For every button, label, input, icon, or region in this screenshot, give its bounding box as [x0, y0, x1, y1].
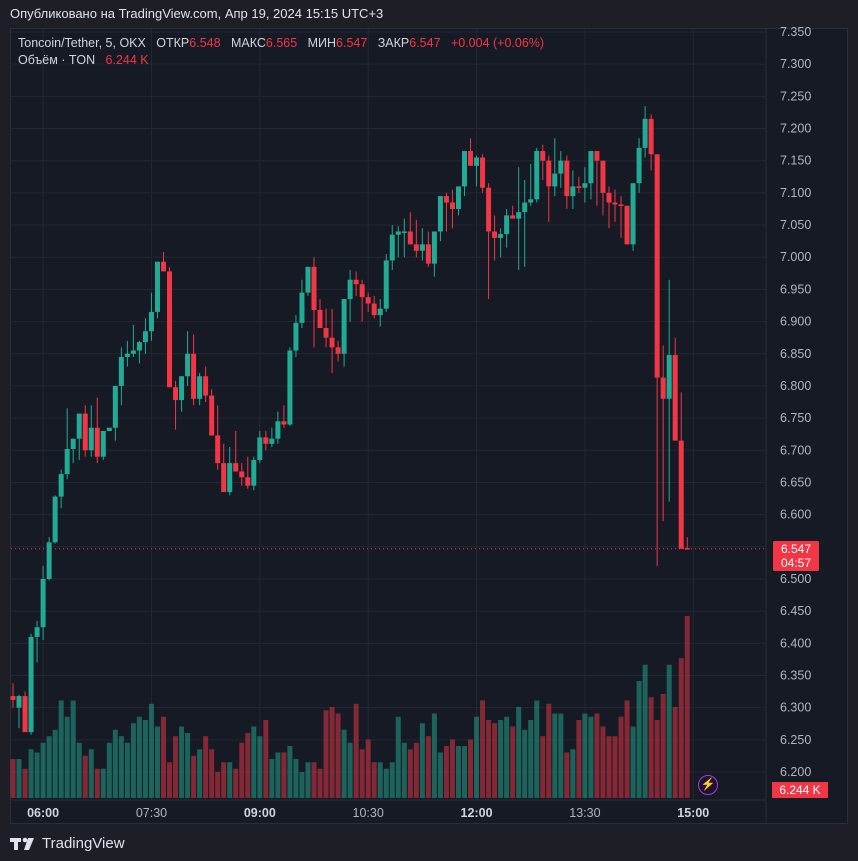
- svg-text:6.500: 6.500: [780, 572, 811, 586]
- svg-text:6.800: 6.800: [780, 379, 811, 393]
- svg-text:7.200: 7.200: [780, 122, 811, 136]
- close-value: 6.547: [409, 36, 441, 50]
- svg-text:06:00: 06:00: [27, 806, 59, 820]
- svg-text:12:00: 12:00: [461, 806, 493, 820]
- svg-text:6.600: 6.600: [780, 508, 811, 522]
- svg-text:7.100: 7.100: [780, 186, 811, 200]
- svg-text:6.400: 6.400: [780, 636, 811, 650]
- open-label: ОТКР: [156, 36, 190, 50]
- lightning-icon[interactable]: ⚡: [698, 775, 718, 795]
- bar-countdown: 04:57: [780, 556, 812, 570]
- ohlc-row: Toncoin/Tether, 5, OKX ОТКР6.548 МАКС6.5…: [18, 35, 544, 52]
- tradingview-logo[interactable]: TradingView: [10, 835, 125, 852]
- svg-text:6.900: 6.900: [780, 315, 811, 329]
- last-price: 6.547: [780, 542, 812, 556]
- volume-row: Объём · TON 6.244 K: [18, 52, 544, 69]
- brand-name: TradingView: [42, 835, 125, 852]
- svg-text:13:30: 13:30: [569, 806, 600, 820]
- svg-text:6.450: 6.450: [780, 604, 811, 618]
- svg-text:7.350: 7.350: [780, 25, 811, 39]
- open-value: 6.548: [189, 36, 221, 50]
- svg-text:7.250: 7.250: [780, 89, 811, 103]
- high-label: МАКС: [230, 36, 266, 50]
- svg-text:7.000: 7.000: [780, 250, 811, 264]
- low-value: 6.547: [336, 36, 368, 50]
- change-value: +0.004 (+0.06%): [450, 36, 545, 50]
- volume-label[interactable]: Объём · TON: [18, 53, 96, 67]
- volume-tag: 6.244 K: [772, 782, 828, 798]
- svg-text:6.700: 6.700: [780, 443, 811, 457]
- svg-text:10:30: 10:30: [353, 806, 384, 820]
- symbol-label[interactable]: Toncoin/Tether, 5, OKX: [18, 36, 146, 50]
- svg-text:09:00: 09:00: [244, 806, 276, 820]
- svg-text:6.200: 6.200: [780, 765, 811, 779]
- svg-text:6.850: 6.850: [780, 347, 811, 361]
- svg-text:7.150: 7.150: [780, 154, 811, 168]
- svg-text:6.750: 6.750: [780, 411, 811, 425]
- low-label: МИН: [307, 36, 337, 50]
- svg-text:6.350: 6.350: [780, 669, 811, 683]
- svg-text:6.250: 6.250: [780, 733, 811, 747]
- svg-text:15:00: 15:00: [677, 806, 709, 820]
- svg-text:6.950: 6.950: [780, 282, 811, 296]
- high-value: 6.565: [265, 36, 298, 50]
- close-label: ЗАКР: [377, 36, 410, 50]
- svg-text:6.650: 6.650: [780, 475, 811, 489]
- svg-text:07:30: 07:30: [136, 806, 167, 820]
- tv-logo-icon: [10, 837, 34, 850]
- chart-legend: Toncoin/Tether, 5, OKX ОТКР6.548 МАКС6.5…: [18, 35, 544, 69]
- svg-text:6.300: 6.300: [780, 701, 811, 715]
- last-price-tag: 6.547 04:57: [773, 541, 819, 571]
- volume-value: 6.244 K: [105, 53, 149, 67]
- svg-text:7.300: 7.300: [780, 57, 811, 71]
- published-caption: Опубликовано на TradingView.com, Апр 19,…: [10, 6, 384, 21]
- svg-text:7.050: 7.050: [780, 218, 811, 232]
